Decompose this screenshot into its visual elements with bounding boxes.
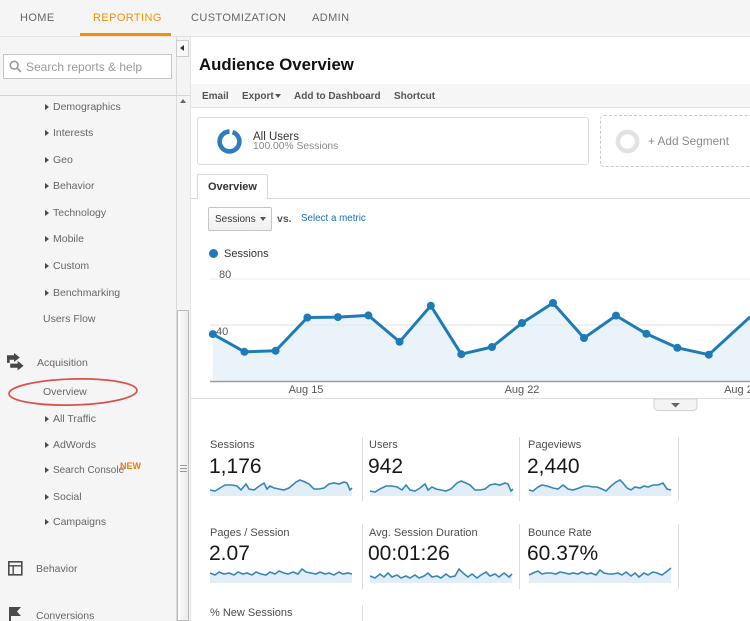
svg-text:Aug 22: Aug 22 bbox=[505, 384, 540, 396]
svg-text:Aug 29: Aug 29 bbox=[724, 384, 750, 396]
svg-text:Aug 15: Aug 15 bbox=[289, 384, 324, 396]
svg-text:40: 40 bbox=[216, 326, 228, 338]
svg-text:80: 80 bbox=[219, 269, 231, 281]
